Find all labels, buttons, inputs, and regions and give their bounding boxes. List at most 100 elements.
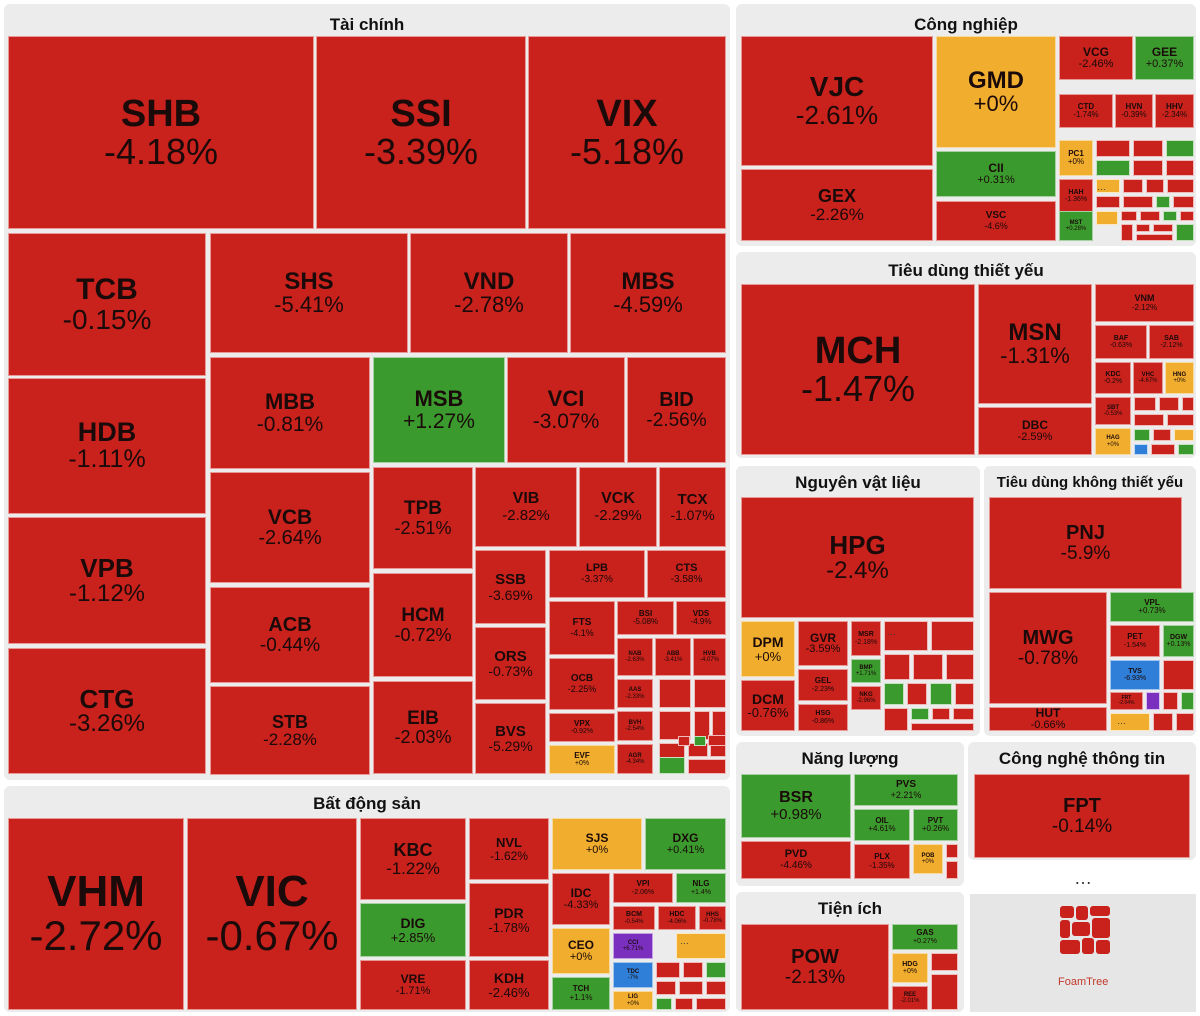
minor-stock-cell[interactable] <box>1123 179 1143 193</box>
stock-tile-stb[interactable]: STB -2.28% <box>210 686 370 775</box>
stock-tile-vib[interactable]: VIB -2.82% <box>475 467 577 547</box>
minor-stock-cell[interactable] <box>1146 179 1164 193</box>
stock-tile-oil[interactable]: OIL +4.61% <box>854 809 910 841</box>
minor-stock-cell[interactable] <box>955 683 974 705</box>
stock-tile-pc1[interactable]: PC1 +0% <box>1059 140 1093 176</box>
stock-tile-hhs[interactable]: HHS -0.78% <box>699 906 726 930</box>
minor-stock-cell[interactable] <box>1121 211 1137 221</box>
minor-stock-cell[interactable] <box>1136 224 1150 232</box>
stock-tile-dbc[interactable]: DBC -2.59% <box>978 407 1092 455</box>
stock-tile-pdr[interactable]: PDR -1.78% <box>469 883 549 957</box>
stock-tile-kbc[interactable]: KBC -1.22% <box>360 818 466 900</box>
minor-stock-cell[interactable] <box>884 621 928 651</box>
minor-stock-cell[interactable] <box>884 654 910 680</box>
stock-tile-vix[interactable]: VIX -5.18% <box>528 36 726 229</box>
minor-stock-cell[interactable] <box>1134 414 1164 426</box>
stock-tile-vhc[interactable]: VHC -4.67% <box>1133 362 1163 394</box>
stock-tile-gee[interactable]: GEE +0.37% <box>1135 36 1194 80</box>
stock-tile-hvn[interactable]: HVN -0.39% <box>1115 94 1153 128</box>
stock-tile-gas[interactable]: GAS +0.27% <box>892 924 958 950</box>
stock-tile-hdc[interactable]: HDC -4.06% <box>658 906 696 930</box>
minor-stock-cell[interactable] <box>1133 140 1163 157</box>
minor-stock-cell[interactable] <box>678 736 690 746</box>
stock-tile-vjc[interactable]: VJC -2.61% <box>741 36 933 166</box>
minor-stock-cell[interactable] <box>1181 692 1194 710</box>
stock-tile-hah[interactable]: HAH -1.36% <box>1059 179 1093 213</box>
stock-tile-gvr[interactable]: GVR -3.59% <box>798 621 848 666</box>
stock-tile-bvh[interactable]: BVH -2.54% <box>617 711 653 741</box>
minor-stock-cell[interactable] <box>1167 179 1194 193</box>
minor-stock-cell[interactable] <box>1166 140 1194 157</box>
stock-tile-pvt[interactable]: PVT +0.26% <box>913 809 958 841</box>
stock-tile-frt[interactable]: FRT -2.94% <box>1110 692 1143 710</box>
stock-tile-nlg[interactable]: NLG +1.4% <box>676 873 726 903</box>
stock-tile-ree[interactable]: REE -2.01% <box>892 986 928 1010</box>
stock-tile-tcb[interactable]: TCB -0.15% <box>8 233 206 376</box>
stock-tile-nvl[interactable]: NVL -1.62% <box>469 818 549 880</box>
stock-tile-evf[interactable]: EVF +0% <box>549 745 615 774</box>
stock-tile-agr[interactable]: AGR -4.34% <box>617 744 653 774</box>
stock-tile-nkg[interactable]: NKG -2.96% <box>851 686 881 710</box>
minor-stock-cell[interactable] <box>1153 224 1173 232</box>
minor-stock-cell[interactable] <box>656 962 680 978</box>
stock-tile-hut[interactable]: HUT -0.66% <box>989 707 1107 731</box>
minor-stock-cell[interactable] <box>932 708 950 720</box>
stock-tile-tcx[interactable]: TCX -1.07% <box>659 467 726 547</box>
stock-tile-sbt[interactable]: SBT -0.53% <box>1095 397 1131 425</box>
minor-stock-cell[interactable] <box>676 933 726 959</box>
minor-stock-cell[interactable] <box>911 723 974 731</box>
stock-tile-vpi[interactable]: VPI -2.06% <box>613 873 673 903</box>
minor-stock-cell[interactable] <box>1180 211 1194 221</box>
stock-tile-hcm[interactable]: HCM -0.72% <box>373 573 473 677</box>
stock-tile-fpt[interactable]: FPT -0.14% <box>974 774 1190 858</box>
minor-stock-cell[interactable] <box>1134 444 1148 455</box>
minor-stock-cell[interactable] <box>931 621 974 651</box>
minor-stock-cell[interactable] <box>931 953 958 971</box>
stock-tile-pvs[interactable]: PVS +2.21% <box>854 774 958 806</box>
stock-tile-nab[interactable]: NAB -2.63% <box>617 638 653 676</box>
minor-stock-cell[interactable] <box>694 736 706 746</box>
stock-tile-dxg[interactable]: DXG +0.41% <box>645 818 726 870</box>
minor-stock-cell[interactable] <box>1174 429 1194 441</box>
minor-stock-cell[interactable] <box>1096 140 1130 157</box>
stock-tile-vic[interactable]: VIC -0.67% <box>187 818 357 1010</box>
minor-stock-cell[interactable] <box>1178 444 1194 455</box>
stock-tile-vsc[interactable]: VSC -4.6% <box>936 201 1056 241</box>
more-items-indicator[interactable]: … <box>680 936 691 946</box>
minor-stock-cell[interactable] <box>1153 713 1173 731</box>
minor-stock-cell[interactable] <box>946 844 958 858</box>
stock-tile-plx[interactable]: PLX -1.35% <box>854 844 910 879</box>
stock-tile-bsr[interactable]: BSR +0.98% <box>741 774 851 838</box>
stock-tile-sab[interactable]: SAB -2.12% <box>1149 325 1194 359</box>
stock-tile-msb[interactable]: MSB +1.27% <box>373 357 505 463</box>
stock-tile-hag[interactable]: HAG +0% <box>1095 428 1131 455</box>
minor-stock-cell[interactable] <box>688 759 726 774</box>
more-items-indicator[interactable]: … <box>1097 182 1108 192</box>
minor-stock-cell[interactable] <box>659 757 685 774</box>
stock-tile-vds[interactable]: VDS -4.9% <box>676 601 726 635</box>
minor-stock-cell[interactable] <box>1163 211 1177 221</box>
stock-tile-fts[interactable]: FTS -4.1% <box>549 601 615 655</box>
minor-stock-cell[interactable] <box>1167 414 1194 426</box>
stock-tile-hsg[interactable]: HSG -0.86% <box>798 704 848 731</box>
stock-tile-bcm[interactable]: BCM -0.54% <box>613 906 655 930</box>
stock-tile-pvd[interactable]: PVD -4.46% <box>741 841 851 879</box>
minor-stock-cell[interactable] <box>1151 444 1175 455</box>
stock-tile-dcm[interactable]: DCM -0.76% <box>741 680 795 731</box>
minor-stock-cell[interactable] <box>1123 196 1153 208</box>
stock-tile-pow[interactable]: POW -2.13% <box>741 924 889 1010</box>
minor-stock-cell[interactable] <box>1121 224 1133 241</box>
minor-stock-cell[interactable] <box>656 998 672 1010</box>
stock-tile-gmd[interactable]: GMD +0% <box>936 36 1056 148</box>
minor-stock-cell[interactable] <box>1096 196 1120 208</box>
stock-tile-hpg[interactable]: HPG -2.4% <box>741 497 974 618</box>
stock-tile-pnj[interactable]: PNJ -5.9% <box>989 497 1182 589</box>
minor-stock-cell[interactable] <box>1176 224 1194 241</box>
stock-tile-bsi[interactable]: BSI -5.08% <box>617 601 674 635</box>
stock-tile-bvs[interactable]: BVS -5.29% <box>475 703 546 774</box>
minor-stock-cell[interactable] <box>683 962 703 978</box>
stock-tile-mwg[interactable]: MWG -0.78% <box>989 592 1107 704</box>
minor-stock-cell[interactable] <box>1133 160 1163 176</box>
stock-tile-pob[interactable]: POB +0% <box>913 844 943 874</box>
minor-stock-cell[interactable] <box>706 981 726 995</box>
